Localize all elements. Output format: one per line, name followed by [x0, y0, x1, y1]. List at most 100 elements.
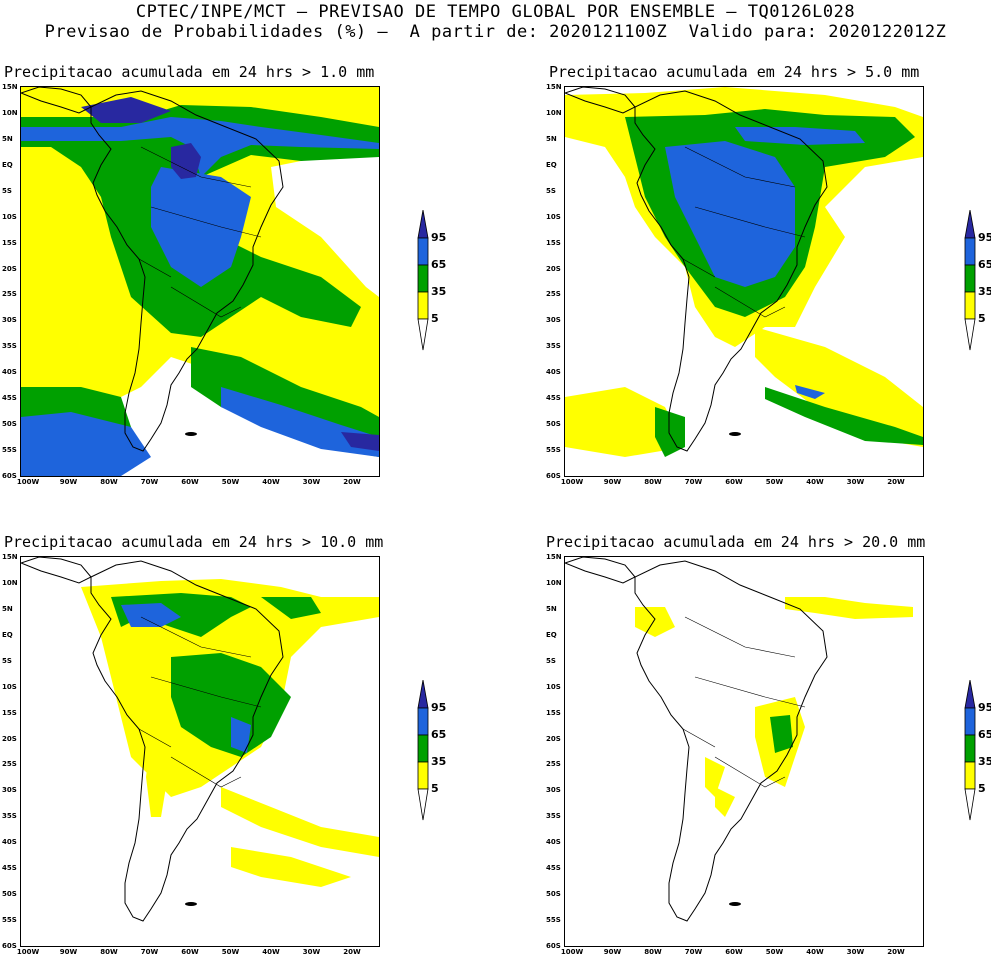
panel-2-lon-label: 30W	[846, 478, 865, 486]
map3-central-blue	[231, 717, 251, 753]
panel-3-lon-label: 90W	[59, 948, 78, 956]
map4-s2-yellow	[715, 787, 735, 817]
panel-3-lon-label: 70W	[140, 948, 159, 956]
panel-1-lon-label: 70W	[140, 478, 159, 486]
legend-top-arrow	[417, 210, 429, 239]
legend-swatch	[964, 237, 976, 266]
legend-top-arrow	[964, 210, 976, 239]
panel-3-lat-label: 60S	[2, 942, 17, 950]
panel-1-lon-label: 40W	[262, 478, 280, 486]
map1-amazon-darkblue	[171, 143, 201, 179]
panel-3-lat-label: 15S	[2, 708, 17, 717]
legend-1-bar	[417, 210, 429, 351]
legend-swatch	[964, 707, 976, 736]
legend-bottom-arrow	[417, 318, 429, 351]
panel-2-lon-label: 40W	[806, 478, 824, 486]
panel-1-lon-label: 60W	[181, 478, 199, 486]
panel-3-lat-label: 10S	[2, 682, 17, 691]
panel-1-lon-label: 80W	[100, 478, 118, 486]
panel-1-lon-label: 30W	[302, 478, 321, 486]
panel-4-lat-label: 5S	[546, 656, 556, 665]
panel-2-lat-label: 10N	[546, 108, 562, 117]
panel-3-lat-label: 20S	[2, 734, 17, 743]
panel-1-lat-label: 35S	[2, 342, 17, 351]
panel-4-lat-label: EQ	[546, 630, 557, 639]
panel-2-lat-label: 40S	[546, 368, 561, 377]
legend-swatch	[964, 264, 976, 293]
panel-3-lon-label: 60W	[181, 948, 199, 956]
map1-svg	[21, 87, 379, 476]
map1-equator-blue	[21, 117, 379, 177]
panel-2-lat-label: 55S	[546, 446, 561, 455]
map2-south-blue	[795, 385, 825, 399]
legend-4-bar	[964, 680, 976, 821]
map4-n-yellow	[635, 607, 675, 637]
map2-south-yellow	[755, 327, 923, 447]
legend-level-label: 95	[978, 701, 991, 714]
legend-level-label: 35	[978, 285, 991, 298]
panel-4-lat-label: 35S	[546, 812, 561, 821]
legend-level-label: 5	[431, 782, 439, 795]
panel-2-lon-label: 100W	[560, 478, 584, 486]
map1-sw-yellow	[21, 307, 111, 387]
panel-1-lon-label: 50W	[221, 478, 240, 486]
panel-4-lat-label: 40S	[546, 838, 561, 847]
map2-amazon-blue	[665, 141, 795, 287]
legend-swatch	[417, 264, 429, 293]
panel-2-lat-label: 5N	[546, 134, 557, 143]
legend-swatch	[964, 291, 976, 320]
panel-3-lon-label: 30W	[302, 948, 321, 956]
panel-4-lat-label: 20S	[546, 734, 561, 743]
panel-2-legend: 5 35 65 95	[963, 210, 991, 351]
header-title-line1: CPTEC/INPE/MCT – PREVISAO DE TEMPO GLOBA…	[135, 2, 856, 22]
legend-swatch	[417, 761, 429, 790]
legend-3-bar	[417, 680, 429, 821]
map1-falklands	[185, 432, 197, 436]
legend-level-label: 5	[978, 782, 986, 795]
panel-1-lon-label: 20W	[343, 478, 361, 486]
panel-1-lat-label: 5S	[2, 186, 12, 195]
panel-3-lat-label: 55S	[2, 916, 17, 925]
legend-level-label: 65	[431, 258, 447, 271]
panel-2-lat-label: 35S	[546, 342, 561, 351]
panel-1-lat-label: 20S	[2, 264, 17, 273]
panel-1-lat-label: 60S	[2, 472, 17, 480]
panel-4-lon-label: 40W	[806, 948, 824, 956]
panel-3-title: Precipitacao acumulada em 24 hrs > 10.0 …	[4, 533, 384, 551]
panel-4-lon-label: 90W	[603, 948, 622, 956]
legend-level-label: 65	[431, 728, 447, 741]
panel-4-legend: 5 35 65 95	[963, 680, 991, 821]
header-title-line2: Previsao de Probabilidades (%) – A parti…	[44, 22, 947, 42]
legend-level-label: 65	[978, 258, 991, 271]
legend-swatch	[964, 761, 976, 790]
panel-3-lat-label: 40S	[2, 838, 17, 847]
panel-2-lon-label: 90W	[603, 478, 622, 486]
legend-2-bar	[964, 210, 976, 351]
legend-bottom-arrow	[964, 318, 976, 351]
map2-sw-yellow	[565, 387, 685, 457]
map3-central-green	[171, 653, 291, 757]
panel-3-lat-label: 10N	[2, 578, 18, 587]
panel-4-lat-label: 50S	[546, 890, 561, 899]
panel-4-lat-label: 55S	[546, 916, 561, 925]
panel-1-lon-label: 100W	[16, 478, 40, 486]
legend-swatch	[417, 707, 429, 736]
panel-3-lat-label: 5N	[2, 604, 13, 613]
legend-level-label: 95	[978, 231, 991, 244]
map1-sw-blue	[21, 412, 151, 476]
map1-coastline	[90, 90, 284, 452]
panel-4-title: Precipitacao acumulada em 24 hrs > 20.0 …	[546, 533, 926, 551]
panel-4-lat-label: 45S	[546, 864, 561, 873]
map1-north-darkblue	[81, 97, 171, 123]
panel-1-lat-label: 15N	[2, 83, 18, 91]
legend-level-label: 35	[978, 755, 991, 768]
map4-north-yellow	[785, 597, 913, 619]
panel-4-lon-label: 50W	[765, 948, 784, 956]
map2-central-america	[565, 87, 636, 114]
legend-top-arrow	[417, 680, 429, 709]
map4-falklands	[729, 902, 741, 906]
panel-1-lat-label: 25S	[2, 290, 17, 299]
panel-2-title: Precipitacao acumulada em 24 hrs > 5.0 m…	[549, 63, 920, 81]
panel-3-lat-label: 45S	[2, 864, 17, 873]
panel-2-lon-label: 50W	[765, 478, 784, 486]
